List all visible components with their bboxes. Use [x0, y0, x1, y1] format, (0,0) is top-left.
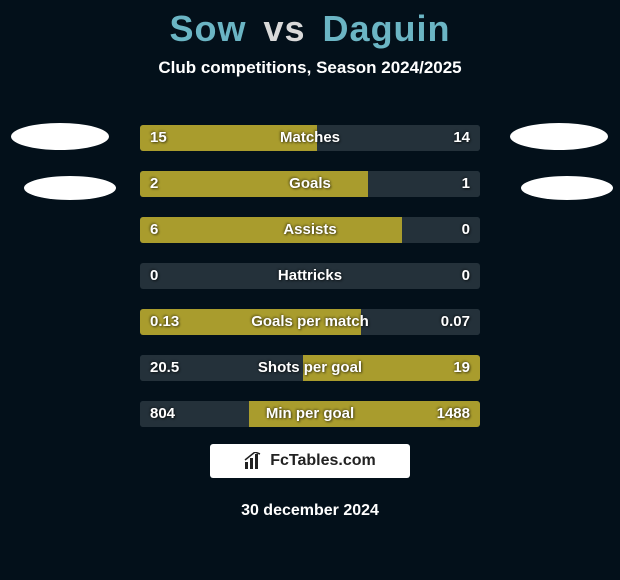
stat-row: 21Goals	[140, 171, 480, 197]
player1-name: Sow	[169, 8, 246, 49]
stats-rows: 1514Matches 21Goals 60Assists 00Hattricks 0.…	[140, 125, 480, 447]
stat-label: Hattricks	[140, 263, 480, 289]
stat-label: Matches	[140, 125, 480, 151]
decorative-ellipse	[24, 176, 116, 200]
stat-label: Min per goal	[140, 401, 480, 427]
stat-row: 8041488Min per goal	[140, 401, 480, 427]
stat-label: Assists	[140, 217, 480, 243]
stat-label: Goals per match	[140, 309, 480, 335]
branding-text: FcTables.com	[270, 452, 376, 470]
stat-row: 20.519Shots per goal	[140, 355, 480, 381]
decorative-ellipse	[521, 176, 613, 200]
comparison-card: Sow vs Daguin Club competitions, Season …	[0, 0, 620, 580]
stat-label: Shots per goal	[140, 355, 480, 381]
date-text: 30 december 2024	[0, 502, 620, 520]
decorative-ellipse	[11, 123, 109, 150]
subtitle: Club competitions, Season 2024/2025	[0, 58, 620, 78]
stat-label: Goals	[140, 171, 480, 197]
player2-name: Daguin	[323, 8, 451, 49]
stat-row: 0.130.07Goals per match	[140, 309, 480, 335]
page-title: Sow vs Daguin	[0, 0, 620, 50]
branding-badge[interactable]: FcTables.com	[210, 444, 410, 478]
chart-icon	[244, 452, 264, 470]
title-vs: vs	[263, 8, 305, 49]
decorative-ellipse	[510, 123, 608, 150]
stat-row: 00Hattricks	[140, 263, 480, 289]
stat-row: 1514Matches	[140, 125, 480, 151]
stat-row: 60Assists	[140, 217, 480, 243]
